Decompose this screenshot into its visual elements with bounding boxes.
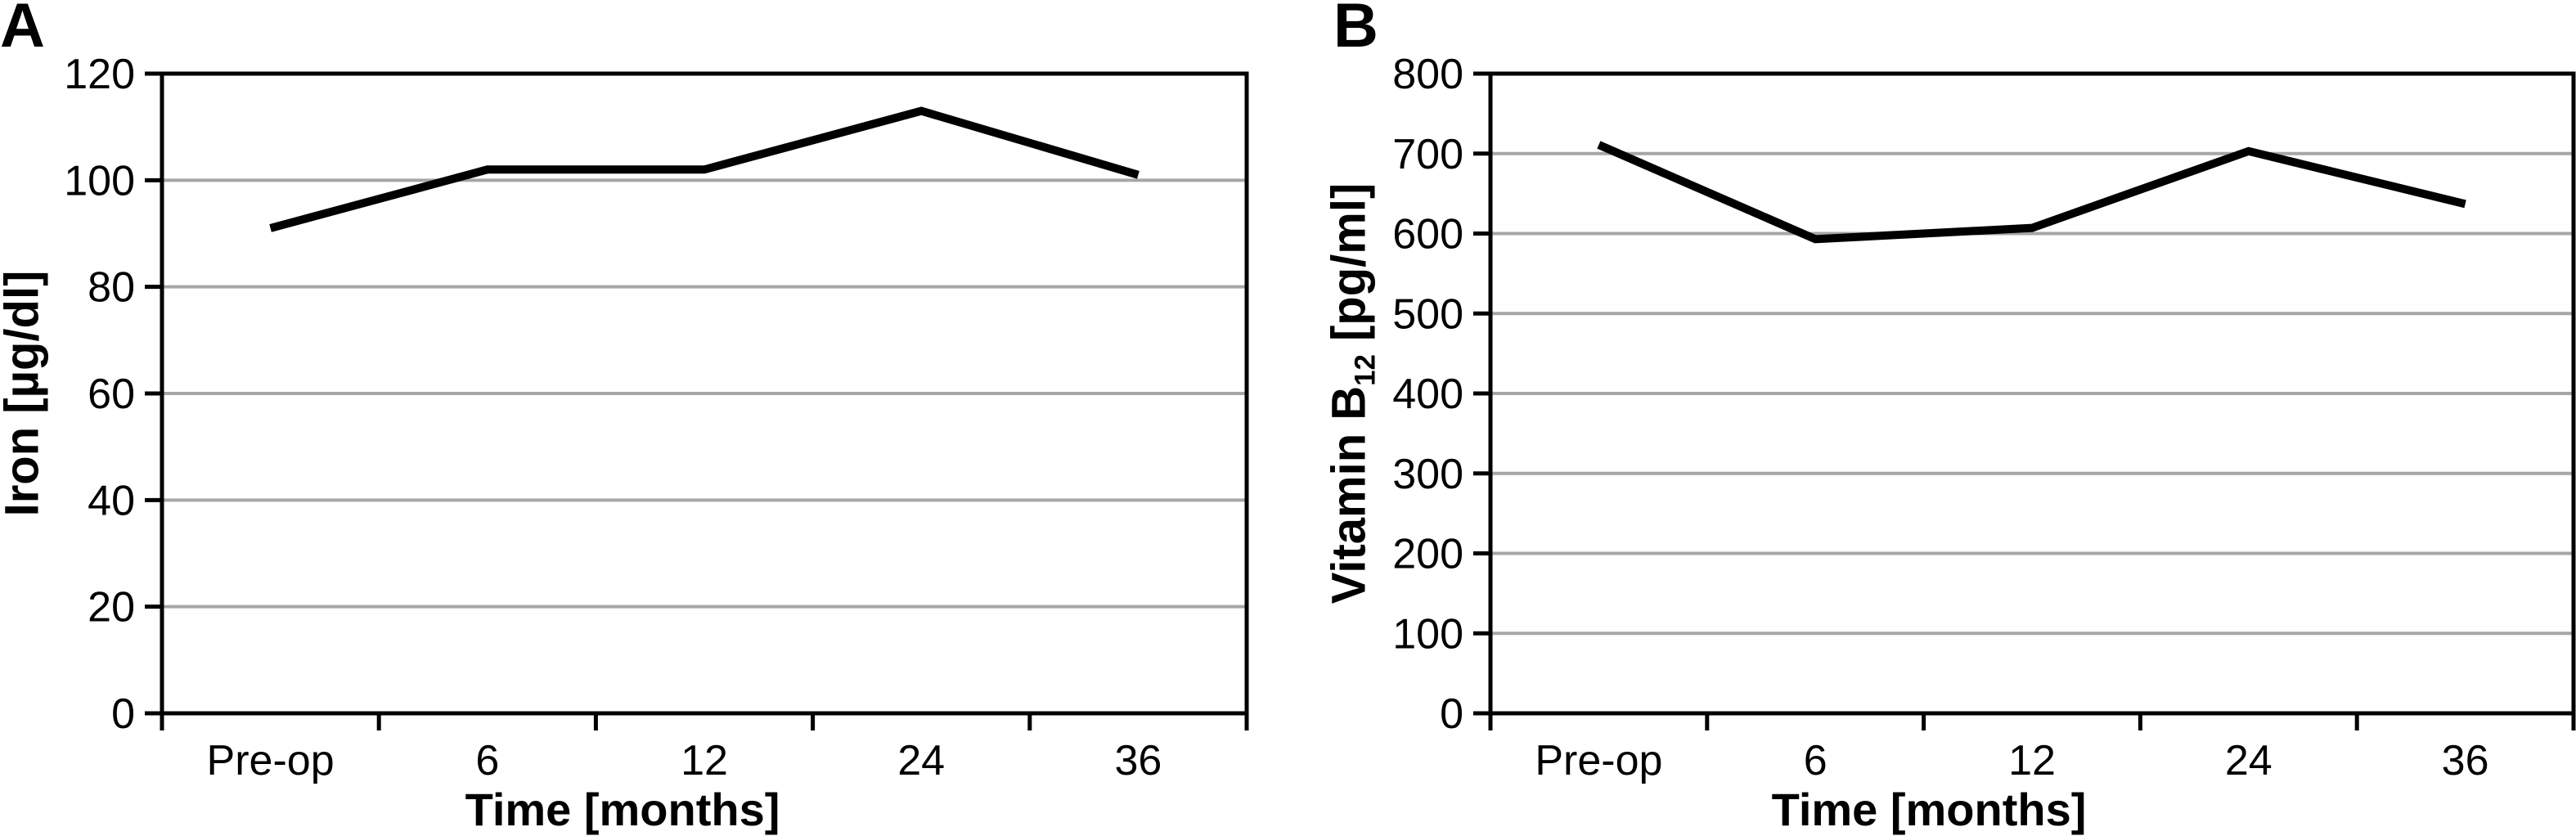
y-axis-tick-label: 800 xyxy=(1392,51,1463,98)
y-axis-tick-label: 200 xyxy=(1392,531,1463,578)
y-axis-tick-label: 120 xyxy=(64,51,135,98)
x-axis-category-label: 36 xyxy=(2442,737,2489,784)
y-axis-tick-label: 0 xyxy=(1440,690,1463,738)
y-axis-tick-label: 600 xyxy=(1392,211,1463,258)
y-axis-tick-label: 20 xyxy=(88,584,135,631)
y-axis-tick-label: 100 xyxy=(1392,610,1463,658)
y-axis-tick-label: 500 xyxy=(1392,290,1463,338)
x-axis-category-label: 12 xyxy=(2008,737,2056,784)
y-axis-tick-label: 400 xyxy=(1392,371,1463,418)
iron-line-chart: 0 20 40 60 80 100 120 Pre-op 6 12 24 36 xyxy=(64,51,1249,784)
x-axis-category-label: 24 xyxy=(2225,737,2273,784)
y-axis-tick-label: 700 xyxy=(1392,131,1463,178)
panel-label-b: B xyxy=(1333,0,1378,61)
vitamin-b12-line-chart: 0 100 200 300 400 500 600 700 800 Pre-op 6 12 24 36 xyxy=(1392,51,2576,784)
x-axis-category-label: 12 xyxy=(681,737,728,784)
x-axis-title-time-b: Time [months] xyxy=(1771,784,2087,835)
y-axis-tick-label: 300 xyxy=(1392,451,1463,498)
x-axis-category-label: Pre-op xyxy=(1535,737,1662,784)
y-axis-tick-label: 100 xyxy=(64,157,135,205)
panel-a-iron-chart: A Iron [µg/dl] Time [months] 0 20 40 60 80 10… xyxy=(0,0,1284,836)
panel-b-vitamin-b12-chart: B Vitamin B12 [pg/ml] Time [months] 0 100… xyxy=(1284,0,2576,836)
x-axis-category-label: 36 xyxy=(1114,737,1162,784)
data-line-iron xyxy=(269,106,1140,232)
y-axis-tick-label: 60 xyxy=(88,371,135,418)
panel-label-a: A xyxy=(0,0,45,61)
x-axis-category-label: 6 xyxy=(475,737,499,784)
y-axis-tick-label: 80 xyxy=(88,264,135,312)
y-axis-tick-label: 40 xyxy=(88,477,135,524)
data-line-vitamin-b12 xyxy=(1597,141,2466,244)
x-axis-category-label: 24 xyxy=(897,737,945,784)
x-axis-category-label: Pre-op xyxy=(207,737,335,784)
y-axis-tick-label: 0 xyxy=(111,690,135,738)
x-axis-title-time-a: Time [months] xyxy=(465,784,780,835)
x-axis-category-label: 6 xyxy=(1804,737,1827,784)
